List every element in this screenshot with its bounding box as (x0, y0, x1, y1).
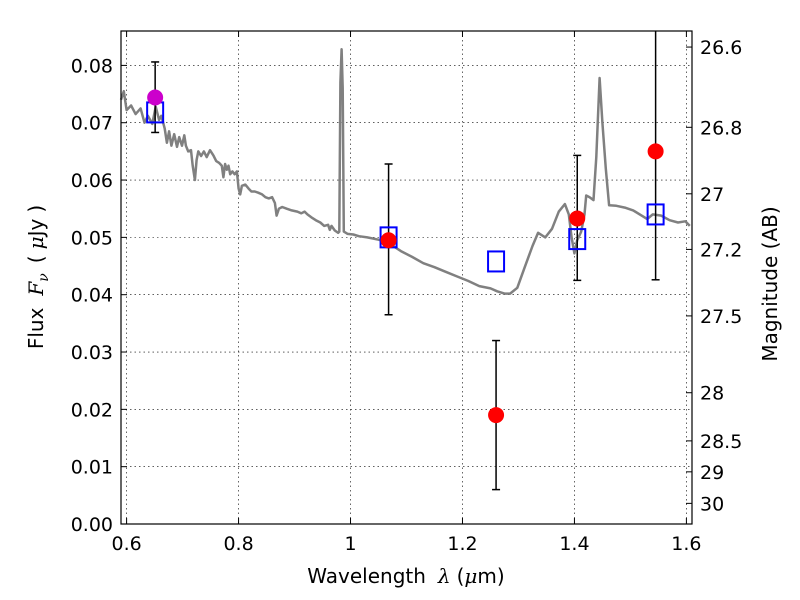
model-flux-square (487, 250, 506, 273)
x-tick-label: 1.6 (671, 533, 701, 555)
y-tick-label: 0.07 (71, 113, 113, 135)
right-tick-label: 29 (700, 462, 724, 484)
right-tick-label: 28 (700, 383, 724, 405)
right-tick-label: 26.6 (700, 37, 742, 59)
x-tick-label: 0.6 (111, 533, 141, 555)
observed-flux-point (147, 89, 164, 106)
y-axis-title: FluxFν(μJy) (24, 205, 52, 349)
observed-flux-point (380, 232, 397, 249)
y-tick-label: 0.00 (71, 514, 113, 536)
observed-flux-point (647, 143, 664, 160)
ticks: 0.6 0.8 1 1.2 1.4 1.6 0.00 0.01 0.02 0.03 0.04 0.05… (71, 31, 742, 555)
model-flux-square (646, 203, 665, 226)
y-tick-label: 0.08 (71, 55, 113, 77)
series-layer (119, 31, 691, 491)
right-tick-label: 26.8 (700, 117, 742, 139)
y-tick-label: 0.02 (71, 399, 113, 421)
right-tick-label: 27.5 (700, 306, 742, 328)
x-tick-label: 1.2 (447, 533, 477, 555)
y-tick-label: 0.06 (71, 170, 113, 192)
x-axis-title: Wavelength λ (μm) (307, 564, 504, 588)
x-tick-label: 1.4 (559, 533, 589, 555)
marker-layer (146, 89, 665, 424)
y-tick-label: 0.04 (71, 285, 113, 307)
x-tick-label: 1 (344, 533, 356, 555)
observed-flux-point (488, 407, 505, 424)
plot-frame (120, 30, 693, 525)
y-tick-label: 0.05 (71, 227, 113, 249)
y-right-axis-title: Magnitude (AB) (758, 206, 782, 361)
y-tick-label: 0.03 (71, 342, 113, 364)
y-tick-label: 0.01 (71, 457, 113, 479)
right-tick-label: 28.5 (700, 431, 742, 453)
observed-flux-point (569, 210, 586, 227)
right-tick-label: 27 (700, 184, 724, 206)
right-tick-label: 30 (700, 493, 724, 515)
model-flux-square (568, 228, 587, 251)
template-spectrum-line (119, 48, 691, 295)
x-tick-label: 0.8 (223, 533, 253, 555)
right-tick-label: 27.2 (700, 239, 742, 261)
grid (121, 31, 692, 525)
